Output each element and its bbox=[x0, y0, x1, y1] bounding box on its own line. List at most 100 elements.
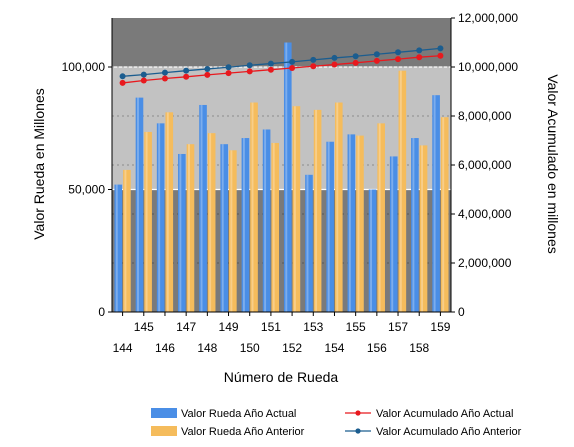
point-cum-actual-155 bbox=[352, 59, 359, 66]
point-cum-actual-149 bbox=[225, 70, 232, 77]
y2-tick-label-6: 12,000,000 bbox=[458, 11, 518, 25]
bar-actual-highlight-155 bbox=[348, 134, 351, 312]
point-cum-previous-157 bbox=[395, 49, 402, 56]
bar-actual-159 bbox=[432, 95, 440, 312]
bar-actual-highlight-159 bbox=[433, 95, 436, 312]
point-cum-previous-147 bbox=[183, 67, 190, 74]
bar-previous-highlight-158 bbox=[421, 145, 423, 312]
lines bbox=[119, 45, 444, 86]
x-tick-label-153: 153 bbox=[303, 320, 323, 334]
point-cum-actual-157 bbox=[395, 56, 402, 63]
x-tick-label-151: 151 bbox=[261, 320, 281, 334]
bar-actual-highlight-152 bbox=[285, 42, 288, 312]
bar-previous-highlight-153 bbox=[315, 109, 318, 312]
point-cum-previous-145 bbox=[140, 71, 147, 78]
bar-previous-highlight-149 bbox=[230, 150, 233, 312]
y2-axis-title: Valor Acumulado en millones bbox=[545, 74, 561, 254]
bar-actual-highlight-147 bbox=[179, 153, 182, 312]
x-tick-label-158: 158 bbox=[409, 341, 429, 355]
point-cum-actual-144 bbox=[119, 79, 126, 86]
bar-previous-highlight-151 bbox=[272, 142, 275, 312]
y2-tick-label-4: 8,000,000 bbox=[458, 109, 512, 123]
legend-label-bar-previous: Valor Rueda Año Anterior bbox=[181, 426, 305, 438]
point-cum-actual-148 bbox=[204, 71, 211, 78]
bar-previous-154 bbox=[334, 102, 343, 313]
bar-previous-150 bbox=[250, 102, 258, 313]
legend: Valor Rueda Año Actual Valor Rueda Año A… bbox=[151, 408, 522, 438]
bar-previous-149 bbox=[229, 150, 237, 312]
bar-previous-highlight-147 bbox=[188, 144, 190, 312]
legend-label-bar-actual: Valor Rueda Año Actual bbox=[181, 408, 296, 420]
point-cum-actual-147 bbox=[183, 73, 190, 80]
bar-actual-158 bbox=[411, 138, 419, 312]
line-cum-actual bbox=[122, 55, 441, 84]
bar-previous-144 bbox=[123, 169, 131, 312]
point-cum-actual-146 bbox=[161, 75, 168, 82]
bar-actual-highlight-154 bbox=[327, 141, 330, 312]
bar-previous-highlight-157 bbox=[399, 70, 402, 312]
bar-actual-highlight-150 bbox=[242, 138, 245, 312]
bar-previous-157 bbox=[398, 70, 407, 312]
bar-actual-144 bbox=[114, 184, 123, 312]
y-tick-label-0: 0 bbox=[98, 305, 105, 319]
bar-actual-highlight-146 bbox=[158, 123, 161, 312]
bars bbox=[114, 42, 449, 313]
bar-actual-152 bbox=[283, 42, 292, 312]
y2-tick-label-2: 4,000,000 bbox=[458, 207, 512, 221]
bar-actual-highlight-144 bbox=[115, 184, 118, 312]
line-cum-previous bbox=[122, 47, 441, 77]
point-cum-actual-150 bbox=[246, 68, 253, 75]
point-cum-previous-156 bbox=[373, 51, 380, 58]
bar-actual-highlight-149 bbox=[221, 144, 224, 312]
x-tick-label-148: 148 bbox=[197, 341, 217, 355]
bar-actual-157 bbox=[389, 156, 398, 312]
point-cum-previous-146 bbox=[161, 69, 168, 76]
y2-tick-label-3: 6,000,000 bbox=[458, 158, 512, 172]
point-cum-previous-155 bbox=[352, 53, 359, 60]
bar-previous-151 bbox=[271, 142, 280, 312]
bar-actual-151 bbox=[262, 129, 271, 312]
point-cum-actual-151 bbox=[267, 66, 274, 73]
bar-actual-146 bbox=[156, 123, 165, 312]
x-tick-label-156: 156 bbox=[367, 341, 387, 355]
bar-previous-155 bbox=[356, 135, 364, 312]
x-tick-label-144: 144 bbox=[113, 341, 133, 355]
legend-swatch-bar-actual bbox=[151, 408, 177, 418]
x-tick-label-150: 150 bbox=[240, 341, 260, 355]
bar-actual-148 bbox=[199, 104, 207, 312]
bar-previous-highlight-152 bbox=[293, 106, 296, 312]
point-cum-actual-145 bbox=[140, 77, 147, 84]
bar-actual-156 bbox=[368, 189, 377, 312]
legend-marker-cum-actual bbox=[355, 410, 361, 416]
bar-previous-156 bbox=[377, 123, 385, 312]
point-cum-previous-148 bbox=[204, 65, 211, 72]
bar-previous-148 bbox=[207, 133, 216, 312]
x-tick-label-149: 149 bbox=[219, 320, 239, 334]
bar-previous-highlight-156 bbox=[378, 123, 381, 312]
legend-label-cum-actual: Valor Acumulado Año Actual bbox=[376, 408, 513, 420]
legend-label-cum-previous: Valor Acumulado Año Anterior bbox=[376, 426, 522, 438]
bar-previous-highlight-148 bbox=[209, 133, 212, 312]
y-axis-title: Valor Rueda en Millones bbox=[31, 88, 47, 240]
point-cum-previous-144 bbox=[119, 73, 126, 80]
bar-previous-highlight-150 bbox=[251, 102, 254, 313]
x-tick-label-152: 152 bbox=[282, 341, 302, 355]
point-cum-previous-153 bbox=[310, 56, 317, 63]
bar-actual-highlight-157 bbox=[391, 156, 394, 312]
bar-previous-159 bbox=[440, 117, 449, 312]
point-cum-actual-156 bbox=[373, 57, 380, 64]
bar-actual-highlight-158 bbox=[412, 138, 415, 312]
x-tick-label-157: 157 bbox=[388, 320, 408, 334]
point-cum-actual-158 bbox=[416, 54, 423, 61]
bar-previous-158 bbox=[419, 145, 428, 312]
bar-actual-highlight-145 bbox=[137, 97, 139, 312]
y-tick-label-1: 50,000 bbox=[68, 183, 105, 197]
y2-tick-label-5: 10,000,000 bbox=[458, 60, 518, 74]
point-cum-previous-154 bbox=[331, 54, 338, 61]
point-cum-previous-151 bbox=[267, 60, 274, 67]
y-tick-label-2: 100,000 bbox=[62, 60, 106, 74]
point-cum-previous-150 bbox=[246, 62, 253, 69]
tick-labels: 0 50,000 100,000 0 2,000,000 4,000,000 6,000,0… bbox=[62, 11, 519, 355]
point-cum-previous-158 bbox=[416, 47, 423, 54]
